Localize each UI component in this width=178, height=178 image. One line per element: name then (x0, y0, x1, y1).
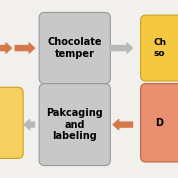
FancyBboxPatch shape (39, 12, 110, 84)
FancyBboxPatch shape (39, 84, 110, 166)
Text: D: D (155, 118, 163, 128)
Text: Pakcaging
and
labeling: Pakcaging and labeling (46, 108, 103, 141)
Text: Chocolate
temper: Chocolate temper (48, 37, 102, 59)
FancyBboxPatch shape (141, 84, 178, 162)
FancyBboxPatch shape (141, 15, 178, 81)
FancyBboxPatch shape (0, 87, 23, 158)
Text: Ch
so: Ch so (153, 38, 166, 58)
